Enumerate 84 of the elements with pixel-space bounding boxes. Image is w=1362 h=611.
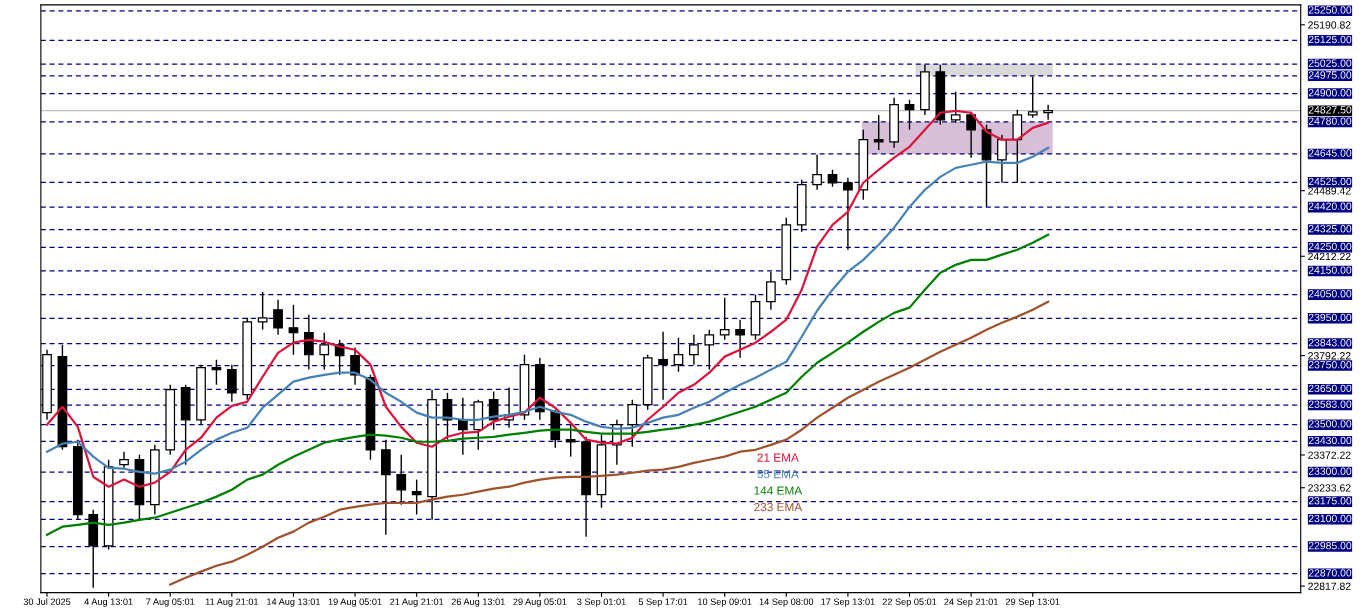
candlestick bbox=[689, 334, 699, 366]
candlestick bbox=[411, 478, 422, 516]
x-tick-label: 17 Sep 13:01 bbox=[821, 598, 875, 607]
candlestick bbox=[843, 177, 853, 251]
candlestick bbox=[766, 271, 776, 311]
candlestick bbox=[735, 319, 745, 359]
candlestick bbox=[257, 291, 268, 331]
x-tick-label: 4 Aug 13:01 bbox=[84, 598, 133, 607]
y-tick-label: 23233.62 bbox=[1308, 484, 1351, 492]
x-tick-label: 10 Sep 09:01 bbox=[698, 598, 752, 607]
ref-line-label: 24250.00 bbox=[1308, 242, 1352, 251]
x-tick-label: 7 Aug 05:01 bbox=[146, 598, 195, 607]
text: 233 EMA bbox=[754, 502, 803, 512]
line-series bbox=[45, 233, 1050, 536]
y-tick-label: 24489.42 bbox=[1308, 187, 1351, 195]
candlestick bbox=[350, 346, 360, 386]
ref-line-label: 23430.00 bbox=[1308, 436, 1352, 445]
x-tick-label: 21 Aug 21:01 bbox=[390, 598, 444, 607]
ref-line-label: 23175.00 bbox=[1308, 497, 1352, 505]
ref-line-label: 24780.00 bbox=[1308, 117, 1352, 125]
y-tick-label: 23372.22 bbox=[1308, 451, 1351, 459]
ref-line-label: 23950.00 bbox=[1308, 313, 1352, 322]
x-tick-label: 22 Sep 05:01 bbox=[882, 598, 937, 607]
x-tick-label: 29 Sep 13:01 bbox=[1005, 598, 1060, 607]
candlestick bbox=[211, 358, 222, 386]
candlestick bbox=[226, 363, 237, 403]
x-tick-label: 30 Jul 2025 bbox=[23, 598, 71, 605]
ref-line-label: 24827.50 bbox=[1308, 106, 1352, 114]
candlestick bbox=[1043, 104, 1053, 121]
candlestick bbox=[319, 332, 330, 371]
candlestick bbox=[488, 390, 499, 431]
y-tick-label: 25190.82 bbox=[1308, 21, 1351, 29]
ref-line-label: 25250.00 bbox=[1308, 6, 1352, 14]
candlestick bbox=[288, 304, 299, 356]
candlestick bbox=[396, 454, 407, 506]
x-tick-label: 5 Sep 17:01 bbox=[638, 598, 688, 607]
ref-line-label: 23583.00 bbox=[1308, 400, 1352, 408]
ref-line-label: 23650.00 bbox=[1308, 384, 1352, 393]
x-tick-label: 29 Aug 05:01 bbox=[513, 598, 567, 607]
text: 21 EMA bbox=[757, 453, 799, 462]
ref-line-label: 24900.00 bbox=[1308, 89, 1352, 97]
candlestick bbox=[119, 451, 129, 469]
ref-line-label: 23843.00 bbox=[1308, 339, 1352, 347]
x-tick-label: 14 Sep 08:00 bbox=[759, 598, 814, 607]
ref-line-label: 24525.00 bbox=[1308, 177, 1352, 186]
candlestick bbox=[565, 424, 576, 458]
candlestick bbox=[658, 331, 668, 401]
candlestick bbox=[719, 297, 730, 341]
ref-line-label: 25025.00 bbox=[1308, 59, 1352, 67]
y-tick-label: 24212.22 bbox=[1308, 252, 1351, 261]
ref-line-label: 24325.00 bbox=[1308, 225, 1352, 233]
ref-line-label: 22870.00 bbox=[1308, 569, 1352, 577]
candlestick bbox=[1027, 76, 1038, 119]
line-series bbox=[169, 300, 1050, 586]
y-tick-label: 23792.22 bbox=[1308, 352, 1351, 360]
ref-line-label: 24975.00 bbox=[1308, 71, 1352, 79]
candlestick bbox=[950, 91, 961, 124]
ref-line-label: 23500.00 bbox=[1308, 420, 1352, 428]
candlestick bbox=[303, 314, 314, 371]
ref-line-label: 23750.00 bbox=[1308, 361, 1352, 369]
candlestick bbox=[873, 114, 884, 151]
ref-line-label: 23300.00 bbox=[1308, 467, 1352, 475]
text: 144 EMA bbox=[754, 486, 803, 495]
candlestick bbox=[273, 299, 283, 336]
y-tick-label: 22817.82 bbox=[1308, 582, 1351, 590]
ref-line-label: 23100.00 bbox=[1308, 514, 1352, 523]
candlestick bbox=[673, 336, 684, 373]
ref-line-label: 24150.00 bbox=[1308, 266, 1352, 274]
x-tick-label: 19 Aug 05:01 bbox=[328, 598, 382, 607]
ref-line-label: 24645.00 bbox=[1308, 149, 1352, 157]
ref-line-label: 24420.00 bbox=[1308, 202, 1352, 210]
x-tick-label: 3 Sep 01:01 bbox=[577, 598, 626, 607]
candlestick bbox=[812, 154, 822, 191]
x-tick-label: 24 Sep 21:01 bbox=[944, 598, 998, 607]
candlestick bbox=[904, 99, 915, 131]
candlestick bbox=[997, 134, 1007, 184]
candlestick bbox=[704, 328, 715, 371]
x-tick-label: 26 Aug 13:01 bbox=[451, 598, 505, 607]
candlestick bbox=[627, 398, 638, 448]
x-tick-label: 14 Aug 13:01 bbox=[267, 598, 321, 607]
ref-line-label: 22985.00 bbox=[1308, 541, 1352, 550]
ref-line-label: 24050.00 bbox=[1308, 290, 1352, 298]
ref-line-label: 25125.00 bbox=[1308, 35, 1352, 44]
x-tick-label: 11 Aug 21:01 bbox=[205, 598, 259, 607]
